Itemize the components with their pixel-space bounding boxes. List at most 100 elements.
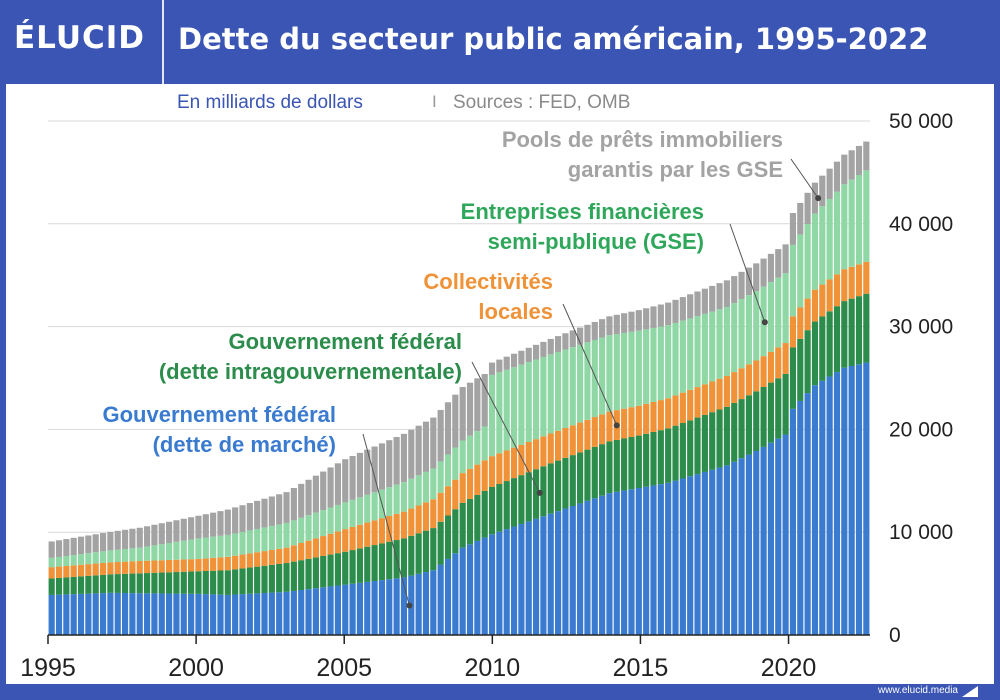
bar-segment-intragov xyxy=(577,452,584,504)
bar-stack-layer xyxy=(48,141,870,635)
bar-segment-local xyxy=(77,564,85,577)
bar-segment-intragov xyxy=(305,558,312,590)
bar-segment-local xyxy=(841,269,848,302)
bar-segment-gse xyxy=(188,539,195,560)
bar-segment-market xyxy=(349,583,356,635)
bar-segment-intragov xyxy=(232,569,239,595)
bar-segment-market xyxy=(555,511,562,635)
bar-segment-local xyxy=(532,439,540,470)
bar-segment-local xyxy=(55,566,63,578)
bar-segment-gse xyxy=(577,344,584,423)
annotation-local-line-2: locales xyxy=(478,299,553,324)
bar-segment-pools xyxy=(540,341,547,357)
bar-segment-pools xyxy=(400,433,408,483)
bar-segment-intragov xyxy=(99,574,107,594)
bar-segment-intragov xyxy=(841,301,848,368)
bar-segment-gse xyxy=(569,347,576,426)
bar-segment-market xyxy=(665,482,672,635)
bar-segment-local xyxy=(276,548,283,564)
bar-segment-pools xyxy=(547,338,554,355)
bar-segment-market xyxy=(452,553,459,635)
bar-segment-pools xyxy=(525,347,532,363)
bar-segment-pools xyxy=(180,518,187,541)
bar-segment-market xyxy=(599,495,606,635)
header-divider xyxy=(162,0,164,84)
bar-segment-market xyxy=(430,570,437,635)
bar-segment-gse xyxy=(532,359,540,440)
bar-segment-market xyxy=(481,537,488,635)
bar-segment-gse xyxy=(723,307,730,376)
bar-segment-local xyxy=(826,279,833,312)
bar-segment-market xyxy=(650,485,657,635)
bar-segment-market xyxy=(753,450,760,635)
bar-segment-local xyxy=(239,554,246,569)
bar-segment-local xyxy=(158,560,165,573)
bar-segment-gse xyxy=(77,554,85,565)
bar-segment-intragov xyxy=(224,570,231,595)
bar-segment-intragov xyxy=(833,306,841,373)
bar-segment-pools xyxy=(144,526,151,547)
bar-segment-market xyxy=(85,593,92,635)
bar-segment-gse xyxy=(496,372,503,454)
annotation-local-line-1: Collectivités xyxy=(423,269,553,294)
bar-segment-gse xyxy=(797,234,804,308)
bar-segment-intragov xyxy=(415,533,422,574)
bar-segment-market xyxy=(547,513,554,635)
bar-segment-local xyxy=(188,559,195,572)
bar-segment-intragov xyxy=(679,422,686,479)
bar-segment-pools xyxy=(613,314,620,335)
bar-segment-local xyxy=(577,422,584,453)
bar-segment-market xyxy=(701,471,708,635)
bar-segment-market xyxy=(173,593,180,635)
bar-segment-pools xyxy=(709,285,716,312)
bar-segment-intragov xyxy=(166,572,173,594)
bar-segment-gse xyxy=(540,356,547,437)
x-tick-label: 2015 xyxy=(613,654,669,682)
bar-segment-gse xyxy=(665,325,672,399)
bar-segment-intragov xyxy=(819,316,826,381)
bar-segment-pools xyxy=(474,378,481,432)
bar-segment-gse xyxy=(334,504,341,532)
bar-segment-intragov xyxy=(378,543,386,581)
bar-segment-intragov xyxy=(48,578,55,595)
bar-segment-gse xyxy=(55,556,63,567)
bar-segment-market xyxy=(364,581,371,635)
bar-segment-intragov xyxy=(298,560,305,591)
site-url[interactable]: www.elucid.media xyxy=(877,685,958,696)
bar-segment-market xyxy=(298,590,305,635)
bar-segment-intragov xyxy=(496,484,503,532)
bar-segment-market xyxy=(188,593,195,635)
bar-segment-local xyxy=(92,563,99,576)
bar-segment-intragov xyxy=(613,439,620,492)
bar-segment-intragov xyxy=(254,566,261,594)
x-tick-label: 1995 xyxy=(20,654,76,682)
bar-segment-local xyxy=(408,508,415,536)
bar-segment-gse xyxy=(848,179,855,267)
annotation-leader-intragov xyxy=(471,361,541,494)
bar-segment-market xyxy=(107,592,114,635)
bar-segment-intragov xyxy=(797,338,804,401)
bar-segment-local xyxy=(510,447,518,479)
bar-segment-local xyxy=(694,387,701,418)
bar-segment-market xyxy=(532,518,540,635)
bar-segment-market xyxy=(584,500,591,635)
annotation-dot-intragov xyxy=(536,489,543,496)
bar-segment-gse xyxy=(356,497,364,525)
bar-segment-gse xyxy=(694,316,701,388)
bar-segment-local xyxy=(679,392,686,423)
bar-segment-pools xyxy=(789,213,797,245)
bar-segment-gse xyxy=(643,329,650,404)
bar-segment-pools xyxy=(188,517,195,540)
bar-segment-pools xyxy=(151,524,158,546)
bar-segment-local xyxy=(606,411,613,442)
bar-segment-pools xyxy=(437,409,444,462)
bar-segment-market xyxy=(606,493,613,635)
bar-segment-market xyxy=(195,593,202,635)
bar-segment-local xyxy=(459,473,466,503)
bar-segment-pools xyxy=(393,437,400,485)
bar-segment-market xyxy=(261,592,268,635)
bar-segment-gse xyxy=(819,206,826,285)
bar-segment-gse xyxy=(488,374,496,457)
x-tick-label: 2005 xyxy=(316,654,372,682)
bar-segment-intragov xyxy=(767,382,775,443)
